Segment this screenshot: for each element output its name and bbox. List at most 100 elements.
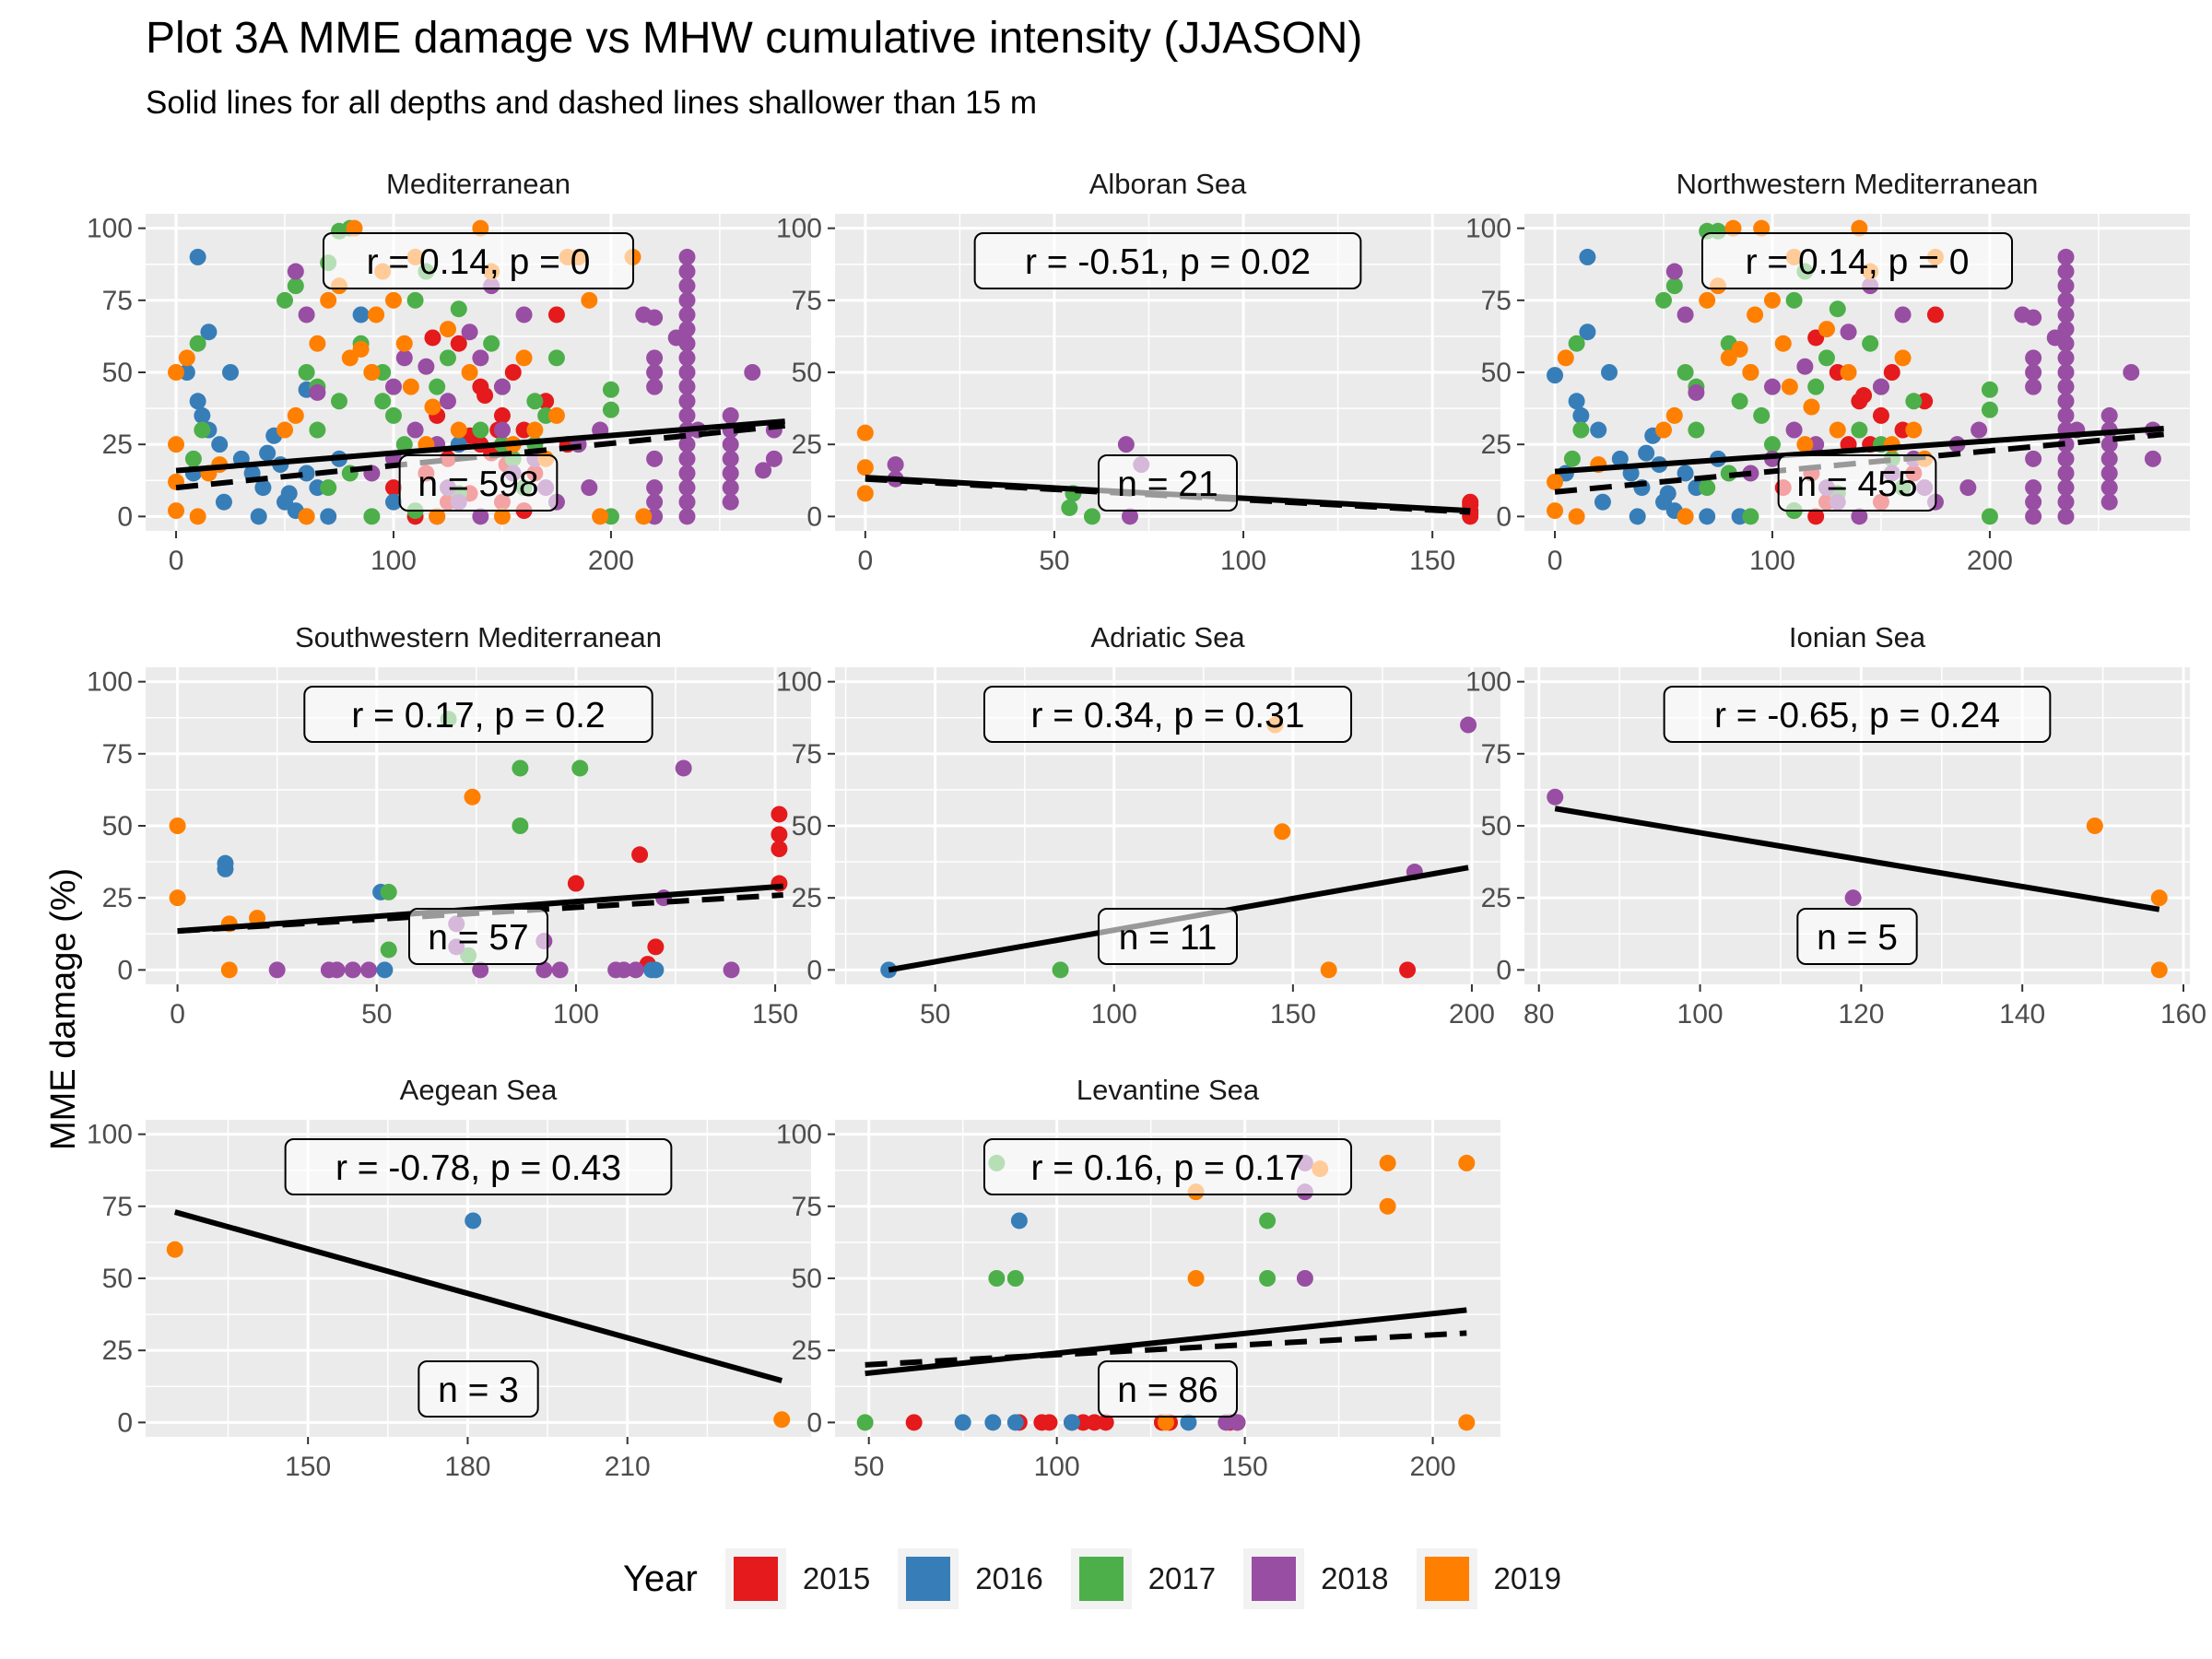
data-point-2017 (1851, 421, 1868, 439)
data-point-2018 (2057, 450, 2075, 467)
data-point-2018 (678, 465, 696, 482)
data-point-2018 (722, 406, 739, 424)
data-point-2018 (2025, 493, 2042, 511)
correlation-label-box (982, 1138, 1353, 1195)
x-tick-label: 100 (1034, 1452, 1080, 1482)
data-point-2019 (1840, 364, 1857, 381)
data-point-2016 (1063, 1414, 1080, 1431)
data-point-2017 (287, 277, 304, 295)
data-point-2018 (722, 493, 739, 511)
x-tick-label: 180 (444, 1452, 490, 1482)
data-point-2016 (222, 364, 240, 381)
data-point-2019 (493, 508, 511, 525)
y-tick-label: 25 (1481, 429, 1512, 460)
data-point-2019 (402, 378, 419, 395)
data-point-2018 (678, 508, 696, 525)
fit-line-all (175, 418, 785, 474)
data-point-2018 (675, 759, 692, 777)
data-point-2019 (2086, 818, 2103, 834)
data-point-2018 (2057, 465, 2075, 482)
data-point-2015 (1926, 306, 1944, 324)
fit-line-all (173, 1209, 783, 1383)
legend-label: 2016 (975, 1561, 1043, 1595)
x-tick-label: 100 (1749, 546, 1795, 576)
sample-size-label-box (418, 1360, 539, 1418)
data-point-2018 (2057, 508, 2075, 525)
legend-swatch-2017 (1078, 1557, 1124, 1601)
data-point-2017 (1655, 291, 1673, 309)
data-point-2019 (363, 364, 381, 381)
data-point-2017 (1862, 335, 1879, 352)
data-point-2017 (483, 335, 500, 352)
data-point-2018 (646, 450, 664, 467)
x-tick-label: 150 (285, 1452, 331, 1482)
data-point-2017 (384, 406, 402, 424)
data-point-2018 (1844, 889, 1862, 907)
data-point-2018 (678, 406, 696, 424)
legend-title: Year (623, 1558, 698, 1599)
y-tick-label: 0 (117, 955, 133, 985)
x-tick-label: 50 (853, 1452, 884, 1482)
data-point-2018 (678, 291, 696, 309)
legend-swatch-2019 (1424, 1557, 1469, 1601)
data-point-2017 (1259, 1212, 1277, 1230)
x-tick-label: 100 (371, 546, 417, 576)
sample-size-label: n = 3 (438, 1371, 519, 1410)
data-point-2017 (512, 818, 529, 834)
correlation-label-box (284, 1138, 673, 1195)
data-point-2018 (2025, 479, 2042, 497)
data-point-2017 (571, 759, 589, 777)
data-point-2018 (678, 479, 696, 497)
fit-line-all (1554, 425, 2164, 475)
y-tick-label: 100 (776, 667, 822, 698)
y-tick-label: 100 (87, 214, 133, 244)
data-point-2019 (1677, 508, 1694, 525)
data-point-2019 (2150, 961, 2168, 979)
data-point-2018 (472, 508, 489, 525)
data-point-2016 (1611, 450, 1629, 467)
data-point-2019 (1781, 378, 1798, 395)
data-point-2018 (2057, 335, 2075, 352)
data-point-2015 (771, 806, 788, 823)
data-point-2015 (905, 1414, 923, 1431)
data-point-2018 (360, 961, 378, 979)
data-point-2015 (647, 938, 665, 956)
data-point-2019 (178, 349, 195, 367)
data-point-2019 (1803, 398, 1820, 416)
correlation-label-box (1700, 232, 2014, 289)
data-point-2018 (2100, 406, 2118, 424)
data-point-2019 (1774, 335, 1792, 352)
y-tick-label: 50 (102, 358, 133, 388)
correlation-label: r = 0.14, p = 0 (1746, 242, 1970, 282)
data-point-2018 (722, 450, 739, 467)
facet-panel: Alboran Sea 0 50 100 150 0 25 50 75 100 r = -0.51,… (776, 168, 1500, 576)
sample-size-label: n = 455 (1796, 465, 1917, 504)
data-point-2018 (2025, 378, 2042, 395)
data-point-2016 (194, 406, 211, 424)
legend-swatch-2015 (733, 1557, 778, 1601)
y-tick-label: 100 (776, 214, 822, 244)
correlation-label-box (322, 232, 635, 289)
data-point-2016 (217, 860, 234, 877)
data-point-2018 (515, 306, 533, 324)
data-point-2018 (646, 493, 664, 511)
data-point-2017 (380, 941, 397, 959)
legend-key (1070, 1548, 1132, 1609)
data-point-2018 (2057, 263, 2075, 280)
y-tick-label: 25 (792, 883, 822, 913)
data-point-2015 (1399, 961, 1417, 979)
data-point-2017 (450, 300, 467, 318)
data-point-2015 (477, 387, 494, 405)
data-point-2017 (184, 450, 202, 467)
data-point-2017 (1259, 1270, 1277, 1287)
data-point-2016 (1601, 364, 1618, 381)
data-point-2016 (1579, 248, 1596, 265)
x-tick-label: 100 (1677, 999, 1724, 1030)
sample-size-label-box (1097, 908, 1239, 965)
y-tick-label: 0 (806, 955, 822, 985)
data-point-2018 (678, 364, 696, 381)
x-tick-label: 0 (169, 546, 184, 576)
data-point-2017 (602, 401, 619, 418)
sample-size-label-box (1097, 454, 1239, 512)
data-point-2016 (1547, 367, 1564, 384)
